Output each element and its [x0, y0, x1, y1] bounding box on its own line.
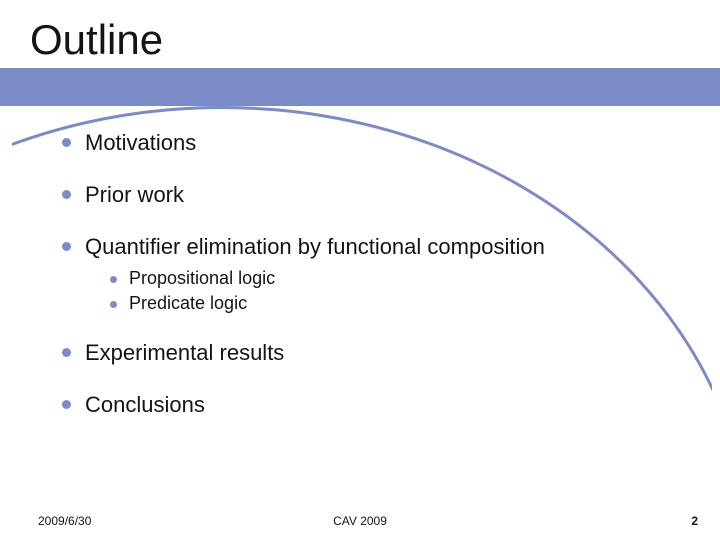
slide: Outline Motivations Prior work Quantifie… [0, 0, 720, 540]
footer-venue: CAV 2009 [0, 514, 720, 528]
item-label: Experimental results [85, 340, 284, 366]
bullet-icon [62, 138, 71, 147]
item-label: Quantifier elimination by functional com… [85, 234, 545, 260]
bullet-icon [62, 348, 71, 357]
footer: 2009/6/30 CAV 2009 2 [0, 508, 720, 528]
header-band [0, 68, 720, 106]
subitem-label: Predicate logic [129, 293, 247, 314]
list-subitem: Propositional logic [110, 268, 662, 289]
sub-bullet-icon [110, 276, 117, 283]
bullet-icon [62, 242, 71, 251]
bullet-icon [62, 190, 71, 199]
item-label: Conclusions [85, 392, 205, 418]
list-item: Prior work [62, 182, 662, 208]
sub-bullet-icon [110, 301, 117, 308]
bullet-icon [62, 400, 71, 409]
list-item: Conclusions [62, 392, 662, 418]
sub-list: Propositional logic Predicate logic [110, 268, 662, 314]
subitem-label: Propositional logic [129, 268, 275, 289]
slide-title: Outline [30, 16, 163, 64]
outline-list: Motivations Prior work Quantifier elimin… [62, 130, 662, 444]
footer-page-number: 2 [691, 514, 698, 528]
item-label: Prior work [85, 182, 184, 208]
list-item: Experimental results [62, 340, 662, 366]
list-item: Quantifier elimination by functional com… [62, 234, 662, 260]
list-item: Motivations [62, 130, 662, 156]
list-subitem: Predicate logic [110, 293, 662, 314]
item-label: Motivations [85, 130, 196, 156]
